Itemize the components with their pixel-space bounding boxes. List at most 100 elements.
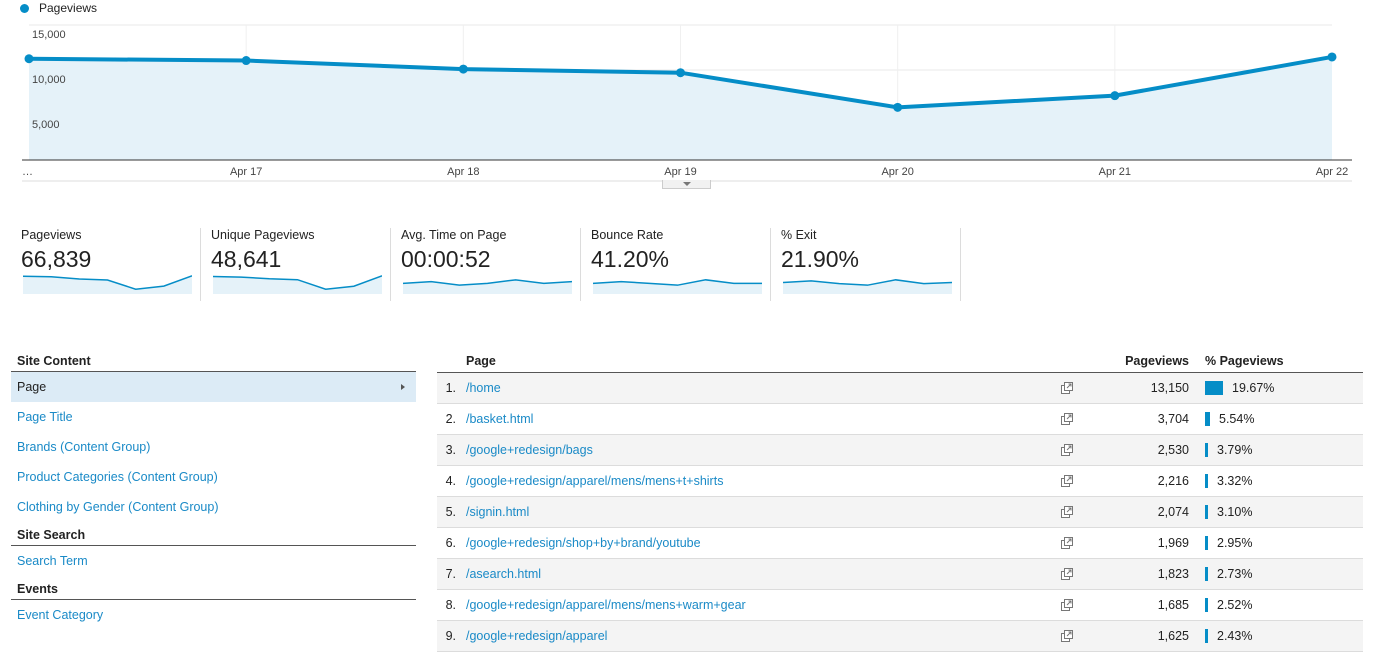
page-link[interactable]: /google+redesign/bags: [466, 443, 593, 457]
pct-value: 3.32%: [1217, 474, 1253, 488]
metric-value: 66,839: [21, 246, 92, 272]
sparkline: [23, 275, 192, 294]
x-tick-label: …: [22, 166, 33, 178]
row-number: 8.: [445, 598, 456, 612]
page-link[interactable]: /signin.html: [466, 505, 530, 519]
pct-bar: [1205, 474, 1208, 488]
legend-label: Pageviews: [39, 1, 98, 15]
sparkline-line: [403, 279, 572, 286]
sparkline-line: [213, 275, 382, 290]
dimension-brands[interactable]: Brands (Content Group): [17, 440, 151, 454]
x-tick-label: Apr 18: [447, 166, 479, 178]
page-link[interactable]: /google+redesign/apparel: [466, 629, 608, 643]
sparkline: [593, 279, 762, 294]
dimension-label: Page: [17, 380, 47, 394]
pageviews-value: 2,216: [1157, 474, 1189, 488]
dimension-event-category[interactable]: Event Category: [17, 608, 104, 622]
x-tick-label: Apr 17: [230, 166, 262, 178]
dimension-product-categories[interactable]: Product Categories (Content Group): [17, 470, 218, 484]
pageviews-value: 2,074: [1157, 505, 1189, 519]
chart-legend: Pageviews: [20, 1, 97, 15]
page-link[interactable]: /google+redesign/apparel/mens/mens+t+shi…: [466, 474, 724, 488]
metric-pageviews[interactable]: Pageviews 66,839: [11, 228, 201, 301]
column-header-pageviews[interactable]: Pageviews: [1125, 354, 1189, 368]
data-point[interactable]: [241, 56, 251, 66]
sparkline: [403, 279, 572, 294]
pageviews-value: 3,704: [1157, 412, 1189, 426]
metric-avg-time-on-page[interactable]: Avg. Time on Page 00:00:52: [391, 228, 581, 301]
open-page-icon[interactable]: [1061, 382, 1073, 394]
metric-bounce-rate[interactable]: Bounce Rate 41.20%: [581, 228, 771, 301]
row-number: 4.: [445, 474, 456, 488]
open-page-icon[interactable]: [1061, 630, 1073, 642]
sparkline-area: [213, 275, 382, 294]
metric-label: % Exit: [781, 228, 817, 242]
metric-unique-pageviews[interactable]: Unique Pageviews 48,641: [201, 228, 391, 301]
data-point[interactable]: [458, 64, 468, 74]
table-row: 6. /google+redesign/shop+by+brand/youtube…: [437, 528, 1363, 559]
open-page-icon[interactable]: [1061, 568, 1073, 580]
pct-bar: [1205, 381, 1223, 395]
sparkline-area: [403, 279, 572, 294]
section-events: Events: [11, 580, 416, 600]
pct-value: 5.54%: [1219, 412, 1255, 426]
sparkline-area: [23, 275, 192, 294]
page-link[interactable]: /google+redesign/shop+by+brand/youtube: [466, 536, 701, 550]
page-link[interactable]: /google+redesign/apparel/mens/mens+warm+…: [466, 598, 746, 612]
pct-value: 19.67%: [1232, 381, 1275, 395]
y-tick-label: 5,000: [32, 119, 60, 131]
metric-label: Bounce Rate: [591, 228, 664, 242]
pct-value: 2.52%: [1217, 598, 1253, 612]
open-page-icon[interactable]: [1061, 537, 1073, 549]
legend-dot-icon: [20, 3, 29, 13]
open-page-icon[interactable]: [1061, 506, 1073, 518]
open-page-icon[interactable]: [1061, 475, 1073, 487]
pct-value: 2.73%: [1217, 567, 1253, 581]
page-link[interactable]: /home: [466, 381, 501, 395]
open-page-icon[interactable]: [1061, 444, 1073, 456]
pct-value: 3.79%: [1217, 443, 1253, 457]
pageviews-value: 1,823: [1157, 567, 1189, 581]
pct-bar: [1205, 629, 1208, 643]
page-link[interactable]: /asearch.html: [466, 567, 542, 581]
pct-bar: [1205, 505, 1208, 519]
x-tick-label: Apr 20: [881, 166, 913, 178]
row-number: 5.: [445, 505, 456, 519]
dimension-clothing-by-gender[interactable]: Clothing by Gender (Content Group): [17, 500, 219, 514]
data-point[interactable]: [1327, 52, 1337, 62]
column-header-page[interactable]: Page: [466, 354, 496, 368]
column-header-pct-pageviews[interactable]: % Pageviews: [1205, 354, 1284, 368]
metric-value: 48,641: [211, 246, 282, 272]
dimension-page-title[interactable]: Page Title: [17, 410, 73, 424]
pct-bar: [1205, 598, 1208, 612]
pct-bar: [1205, 567, 1208, 581]
metric-exit[interactable]: % Exit 21.90%: [771, 228, 961, 301]
caret-right-icon: [401, 384, 405, 390]
pct-bar: [1205, 443, 1208, 457]
metric-value: 41.20%: [591, 246, 670, 272]
row-number: 9.: [445, 629, 456, 643]
pct-value: 2.95%: [1217, 536, 1253, 550]
open-page-icon[interactable]: [1061, 599, 1073, 611]
y-tick-label: 15,000: [32, 29, 66, 41]
data-point[interactable]: [676, 68, 685, 78]
data-point[interactable]: [24, 54, 34, 64]
x-tick-label: Apr 19: [664, 166, 696, 178]
data-point[interactable]: [893, 102, 903, 112]
x-tick-label: Apr 22: [1316, 166, 1348, 178]
dimension-sidebar: Site Content Page Page Title Brands (Con…: [11, 352, 416, 630]
pageviews-value: 1,685: [1157, 598, 1189, 612]
sparkline-area: [593, 279, 762, 294]
metric-value: 00:00:52: [401, 246, 491, 272]
dimension-page[interactable]: Page: [11, 372, 416, 402]
table-row: 8. /google+redesign/apparel/mens/mens+war…: [437, 590, 1363, 621]
open-page-icon[interactable]: [1061, 413, 1073, 425]
row-number: 3.: [445, 443, 456, 457]
data-point[interactable]: [1110, 91, 1120, 101]
collapse-chart-handle[interactable]: [662, 180, 711, 189]
page-link[interactable]: /basket.html: [466, 412, 534, 426]
table-row: 3. /google+redesign/bags 2,530 3.79%: [437, 435, 1363, 466]
table-row: 7. /asearch.html 1,823 2.73%: [437, 559, 1363, 590]
dimension-search-term[interactable]: Search Term: [17, 554, 88, 568]
table-row: 4. /google+redesign/apparel/mens/mens+t+s…: [437, 466, 1363, 497]
